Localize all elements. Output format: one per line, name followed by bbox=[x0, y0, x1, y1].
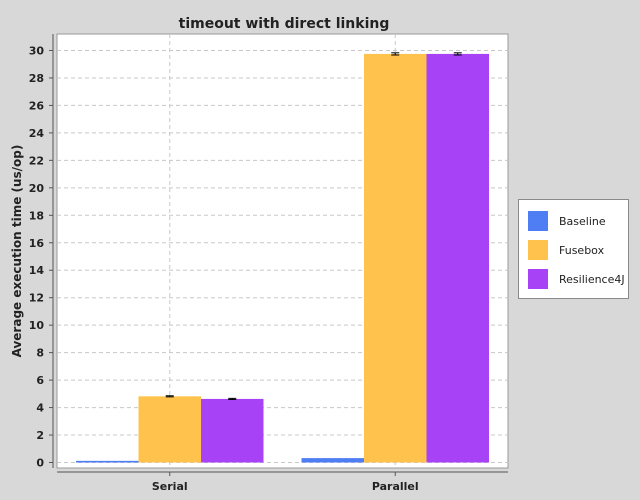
y-tick-label: 22 bbox=[29, 154, 44, 167]
y-tick-label: 18 bbox=[29, 209, 44, 222]
y-tick-label: 20 bbox=[29, 182, 45, 195]
y-tick-label: 4 bbox=[36, 402, 44, 415]
bar-resilience4j-parallel bbox=[426, 53, 489, 463]
x-tick-label-serial: Serial bbox=[152, 480, 188, 493]
error-bar-fusebox-parallel bbox=[391, 52, 400, 56]
legend-label-resilience4j: Resilience4J bbox=[559, 272, 625, 286]
y-tick-label: 12 bbox=[29, 292, 44, 305]
bar-fusebox-serial bbox=[138, 396, 201, 463]
y-tick-label: 14 bbox=[29, 264, 45, 277]
error-bar-fusebox-serial bbox=[165, 395, 174, 398]
bar-baseline-serial bbox=[76, 460, 139, 463]
y-tick-label: 0 bbox=[36, 457, 44, 470]
y-axis-label: Average execution time (us/op) bbox=[10, 145, 24, 358]
y-tick-label: 16 bbox=[29, 237, 45, 250]
bar-fusebox-parallel bbox=[364, 53, 427, 463]
bar-baseline-parallel bbox=[301, 458, 364, 463]
legend-item-resilience4j: Resilience4J bbox=[528, 268, 628, 290]
y-tick-label: 8 bbox=[36, 347, 44, 360]
legend-swatch-baseline bbox=[528, 211, 548, 231]
y-tick-label: 26 bbox=[29, 99, 45, 112]
y-tick-label: 30 bbox=[29, 44, 45, 57]
chart-title: timeout with direct linking bbox=[179, 16, 390, 32]
legend-label-fusebox: Fusebox bbox=[559, 243, 605, 257]
legend: Baseline Fusebox Resilience4J bbox=[518, 199, 629, 299]
x-tick-label-parallel: Parallel bbox=[372, 480, 419, 493]
legend-label-baseline: Baseline bbox=[559, 214, 606, 228]
y-tick-label: 2 bbox=[36, 429, 44, 442]
error-bar-resilience4j-parallel bbox=[453, 52, 462, 56]
legend-swatch-resilience4j bbox=[528, 269, 548, 289]
legend-item-baseline: Baseline bbox=[528, 210, 628, 232]
legend-item-fusebox: Fusebox bbox=[528, 239, 628, 261]
y-tick-label: 6 bbox=[36, 374, 44, 387]
error-bar-resilience4j-serial bbox=[228, 397, 237, 400]
legend-swatch-fusebox bbox=[528, 240, 548, 260]
y-tick-label: 24 bbox=[29, 127, 45, 140]
y-tick-label: 10 bbox=[29, 319, 45, 332]
bar-resilience4j-serial bbox=[201, 398, 264, 463]
y-tick-label: 28 bbox=[29, 72, 44, 85]
bars bbox=[76, 52, 489, 463]
